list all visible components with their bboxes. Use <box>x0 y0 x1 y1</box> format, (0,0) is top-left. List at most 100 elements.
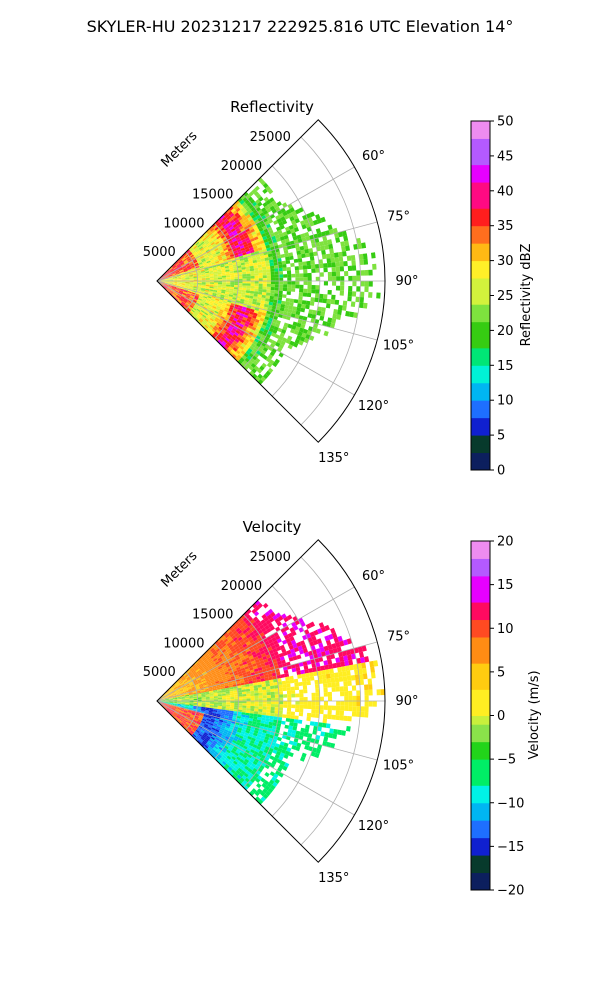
field-cell <box>280 659 286 664</box>
field-cell <box>291 210 297 217</box>
field-cell <box>220 647 225 652</box>
field-cell <box>267 673 273 678</box>
field-cell <box>193 694 198 697</box>
field-cell <box>272 361 278 368</box>
field-cell <box>267 237 273 242</box>
field-cell <box>232 681 237 685</box>
field-cell <box>165 281 170 283</box>
field-cell <box>269 351 276 357</box>
field-cell <box>204 653 209 658</box>
field-cell <box>169 699 174 701</box>
field-cell <box>300 233 306 239</box>
field-cell <box>195 729 200 734</box>
field-cell <box>220 743 226 748</box>
field-cell <box>164 275 169 278</box>
field-cell <box>210 661 216 666</box>
field-cell <box>195 292 200 295</box>
field-cell <box>243 624 249 630</box>
field-cell <box>273 735 279 741</box>
field-cell <box>243 645 249 651</box>
field-cell <box>198 658 203 663</box>
field-cell <box>222 702 227 705</box>
field-cell <box>254 649 260 654</box>
field-cell <box>173 278 178 280</box>
field-cell <box>202 682 207 685</box>
field-cell <box>185 704 190 707</box>
field-cell <box>213 289 218 293</box>
field-cell <box>248 331 254 336</box>
field-cell <box>337 651 344 658</box>
field-cell <box>245 749 251 754</box>
field-cell <box>205 729 210 733</box>
field-cell <box>186 308 191 312</box>
field-cell <box>237 291 242 295</box>
field-cell <box>164 278 170 280</box>
field-cell <box>331 682 336 688</box>
field-cell <box>230 694 235 698</box>
field-cell <box>201 275 206 278</box>
field-cell <box>215 251 221 255</box>
colorbar-segment <box>471 724 490 734</box>
field-cell <box>254 338 260 343</box>
field-cell <box>169 698 174 700</box>
field-cell <box>177 697 182 699</box>
field-cell <box>245 641 251 646</box>
field-cell <box>161 699 166 701</box>
colorbar-segment <box>471 549 490 559</box>
field-cell <box>256 782 262 789</box>
field-cell <box>169 711 173 715</box>
field-cell <box>221 273 227 276</box>
field-cell <box>268 317 274 322</box>
field-cell <box>197 663 202 668</box>
field-cell <box>290 219 297 225</box>
field-cell <box>223 249 229 253</box>
field-cell <box>297 254 302 259</box>
field-cell <box>323 687 328 693</box>
field-cell <box>219 261 224 265</box>
field-cell <box>313 671 318 677</box>
field-cell <box>217 704 223 707</box>
field-cell <box>361 662 367 669</box>
field-cell <box>322 718 328 724</box>
field-cell <box>233 692 239 695</box>
field-cell <box>238 332 244 337</box>
field-cell <box>350 674 356 681</box>
field-cell <box>187 688 192 691</box>
field-cell <box>249 308 255 313</box>
field-cell <box>194 716 199 720</box>
field-cell <box>220 292 226 296</box>
field-cell <box>278 755 284 761</box>
field-cell <box>228 660 234 665</box>
field-cell <box>163 705 168 708</box>
field-cell <box>244 211 250 217</box>
field-cell <box>290 715 295 720</box>
field-cell <box>209 653 214 658</box>
field-cell <box>199 684 204 688</box>
field-cell <box>323 714 328 719</box>
field-cell <box>177 704 182 706</box>
field-cell <box>331 686 336 692</box>
field-cell <box>244 654 249 659</box>
field-cell <box>249 685 254 689</box>
field-cell <box>308 247 314 253</box>
field-cell <box>249 669 255 674</box>
field-cell <box>237 767 243 773</box>
field-cell <box>202 740 207 745</box>
field-cell <box>259 317 265 322</box>
field-cell <box>278 691 284 695</box>
field-cell <box>178 679 183 684</box>
field-cell <box>226 303 231 307</box>
field-cell <box>165 279 170 280</box>
field-cell <box>258 286 263 290</box>
field-cell <box>201 236 206 241</box>
field-cell <box>234 254 239 258</box>
field-cell <box>212 327 218 332</box>
field-cell <box>199 675 205 679</box>
field-cell <box>237 617 243 623</box>
field-cell <box>273 261 279 266</box>
field-cell <box>206 261 212 265</box>
field-cell <box>232 261 237 265</box>
field-cell <box>197 705 202 707</box>
field-cell <box>187 711 192 715</box>
velocity-grid <box>156 556 385 846</box>
